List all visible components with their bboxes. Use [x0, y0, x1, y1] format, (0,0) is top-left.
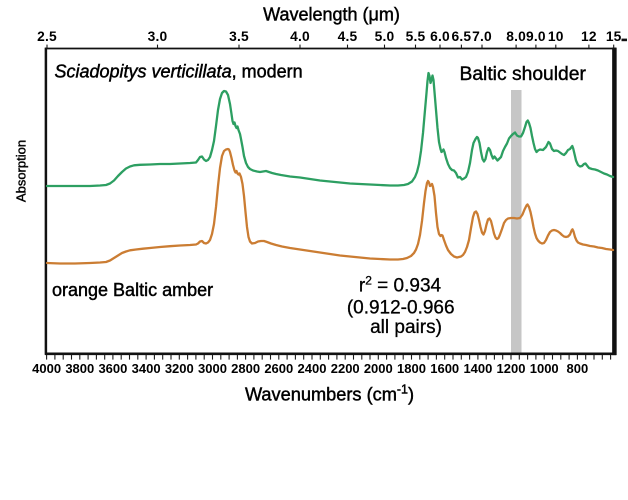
- svg-text:9.0: 9.0: [526, 29, 546, 44]
- svg-text:2600: 2600: [264, 361, 293, 376]
- svg-text:5.0: 5.0: [375, 29, 395, 44]
- svg-text:12: 12: [581, 29, 597, 44]
- svg-text:15: 15: [606, 29, 622, 44]
- svg-text:1000: 1000: [530, 361, 559, 376]
- svg-text:1200: 1200: [497, 361, 526, 376]
- svg-text:4.0: 4.0: [290, 29, 310, 44]
- svg-text:8.0: 8.0: [506, 29, 526, 44]
- svg-text:3000: 3000: [198, 361, 227, 376]
- svg-text:3800: 3800: [65, 361, 94, 376]
- svg-text:1800: 1800: [397, 361, 426, 376]
- svg-text:all pairs): all pairs): [370, 317, 442, 338]
- svg-text:5.5: 5.5: [406, 29, 426, 44]
- svg-text:4000: 4000: [32, 361, 61, 376]
- svg-text:Baltic shoulder: Baltic shoulder: [459, 64, 586, 85]
- svg-text:2.5: 2.5: [37, 29, 57, 44]
- svg-text:2000: 2000: [364, 361, 393, 376]
- svg-text:800: 800: [567, 361, 589, 376]
- svg-text:3200: 3200: [165, 361, 194, 376]
- svg-text:orange Baltic amber: orange Baltic amber: [52, 280, 213, 300]
- svg-text:Sciadopitys verticillata, mode: Sciadopitys verticillata, modern: [55, 62, 303, 82]
- svg-text:2800: 2800: [231, 361, 260, 376]
- svg-text:6.0: 6.0: [430, 29, 450, 44]
- svg-text:1600: 1600: [430, 361, 459, 376]
- svg-text:Wavelength (μm): Wavelength (μm): [263, 5, 400, 25]
- svg-text:7.0: 7.0: [472, 29, 492, 44]
- svg-text:1400: 1400: [463, 361, 492, 376]
- svg-text:3400: 3400: [132, 361, 161, 376]
- svg-text:10: 10: [548, 29, 564, 44]
- svg-text:6.5: 6.5: [452, 29, 472, 44]
- svg-text:(0.912-0.966: (0.912-0.966: [347, 298, 455, 319]
- svg-text:r2 = 0.934: r2 = 0.934: [359, 274, 442, 297]
- svg-text:Absorption: Absorption: [14, 140, 29, 202]
- svg-text:4.5: 4.5: [338, 29, 358, 44]
- svg-text:2400: 2400: [298, 361, 327, 376]
- svg-text:3600: 3600: [98, 361, 127, 376]
- svg-text:3.5: 3.5: [229, 29, 249, 44]
- svg-text:3.0: 3.0: [148, 29, 168, 44]
- svg-text:2200: 2200: [331, 361, 360, 376]
- svg-text:Wavenumbers (cm-1): Wavenumbers (cm-1): [245, 382, 414, 404]
